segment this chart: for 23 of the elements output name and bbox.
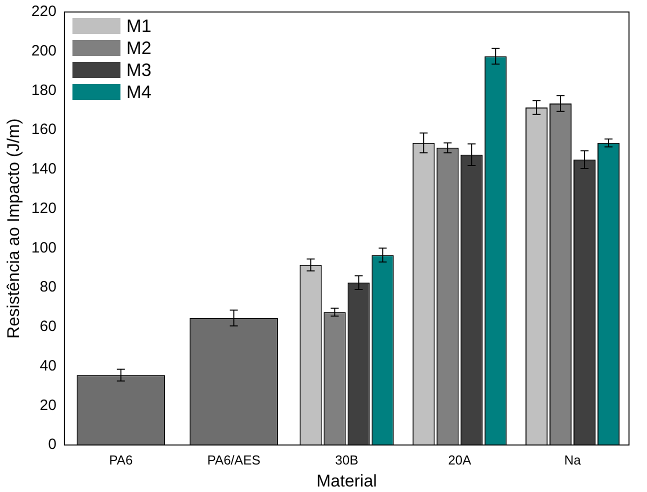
legend-label: M3 bbox=[126, 60, 152, 80]
y-tick-label: 160 bbox=[31, 121, 56, 138]
y-tick-label: 200 bbox=[31, 42, 56, 60]
y-tick-label: 220 bbox=[31, 3, 56, 20]
legend-label: M4 bbox=[126, 82, 152, 102]
y-axis-title: Resistência ao Impacto (J/m) bbox=[4, 118, 23, 339]
y-tick-label: 20 bbox=[40, 396, 56, 414]
y-tick-label: 100 bbox=[31, 239, 56, 256]
x-tick-label: Na bbox=[564, 452, 582, 468]
y-tick-label: 140 bbox=[31, 160, 56, 178]
x-axis-title: Material bbox=[316, 471, 377, 490]
legend-label: M1 bbox=[126, 16, 152, 36]
x-tick-label: 30B bbox=[335, 452, 358, 468]
y-tick-label: 180 bbox=[31, 82, 56, 99]
x-tick-label: 20A bbox=[448, 452, 472, 468]
y-tick-label: 40 bbox=[40, 357, 56, 374]
y-tick-label: 60 bbox=[40, 318, 56, 336]
x-tick-label: PA6/AES bbox=[207, 452, 261, 468]
x-tick-label: PA6 bbox=[109, 452, 133, 468]
legend-label: M2 bbox=[126, 38, 152, 58]
y-tick-label: 80 bbox=[40, 278, 56, 296]
y-tick-label: 0 bbox=[48, 436, 56, 454]
y-tick-label: 120 bbox=[31, 200, 56, 217]
